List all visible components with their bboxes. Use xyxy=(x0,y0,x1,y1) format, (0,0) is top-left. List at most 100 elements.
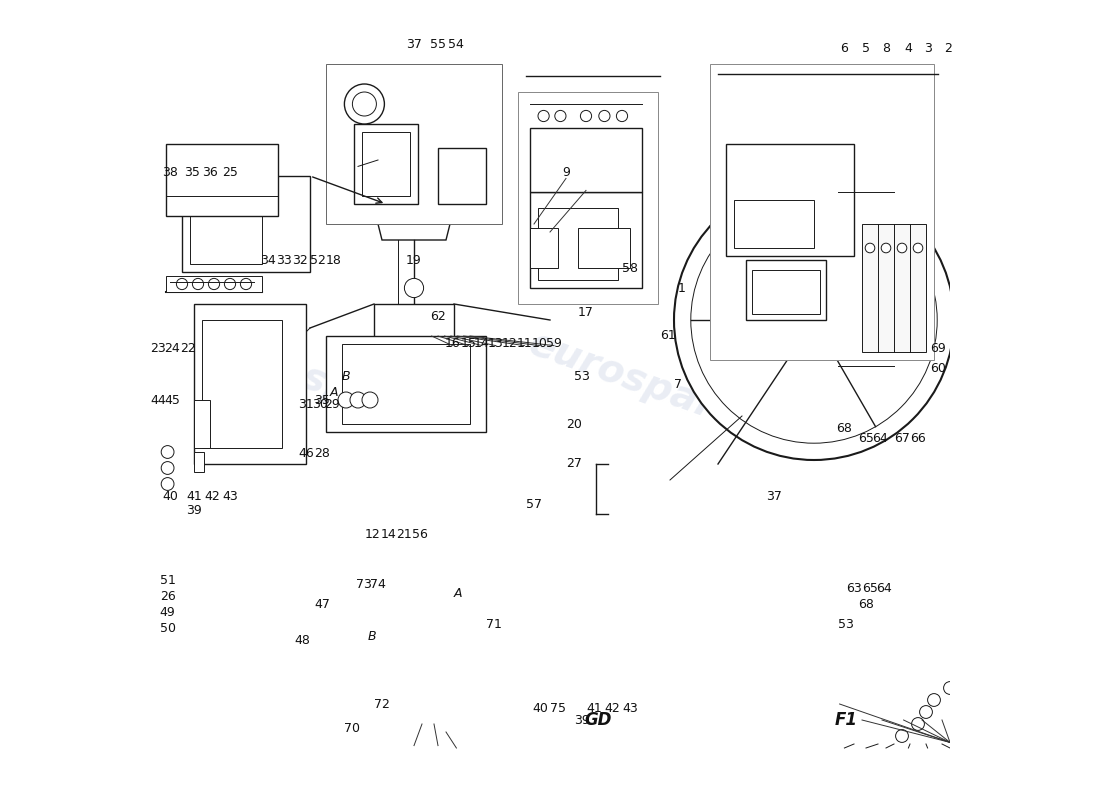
Circle shape xyxy=(162,478,174,490)
Circle shape xyxy=(338,392,354,408)
Circle shape xyxy=(405,342,424,362)
Text: 65: 65 xyxy=(858,432,873,445)
Circle shape xyxy=(350,392,366,408)
Circle shape xyxy=(913,243,923,253)
Text: 64: 64 xyxy=(877,582,892,594)
Text: 51: 51 xyxy=(160,574,176,586)
Bar xyxy=(342,344,470,424)
Bar xyxy=(326,64,502,224)
Text: 66: 66 xyxy=(910,432,926,445)
Text: 43: 43 xyxy=(222,490,238,502)
Text: 49: 49 xyxy=(160,606,176,618)
Text: 8: 8 xyxy=(882,42,890,54)
Circle shape xyxy=(691,197,937,443)
Bar xyxy=(194,452,204,472)
Bar xyxy=(166,144,278,216)
Text: 67: 67 xyxy=(894,432,910,445)
Text: 68: 68 xyxy=(858,598,873,610)
Bar xyxy=(751,270,821,314)
Text: A: A xyxy=(453,587,462,600)
Bar xyxy=(326,336,486,432)
Text: 6: 6 xyxy=(840,42,848,54)
Text: 64: 64 xyxy=(871,432,888,445)
Bar xyxy=(518,92,658,304)
Text: 34: 34 xyxy=(261,254,276,266)
Circle shape xyxy=(881,243,891,253)
Circle shape xyxy=(581,110,592,122)
Text: 71: 71 xyxy=(486,618,502,630)
Text: 44: 44 xyxy=(150,394,166,406)
Text: 37: 37 xyxy=(766,490,782,502)
Circle shape xyxy=(898,243,906,253)
Text: 54: 54 xyxy=(449,38,464,50)
Circle shape xyxy=(912,718,924,730)
Text: 32: 32 xyxy=(293,254,308,266)
Text: 30: 30 xyxy=(311,398,328,410)
Text: B: B xyxy=(342,370,350,382)
Text: 16: 16 xyxy=(444,338,460,350)
Circle shape xyxy=(162,446,174,458)
Text: 74: 74 xyxy=(370,578,386,590)
Text: 75: 75 xyxy=(550,702,566,714)
Text: 39: 39 xyxy=(574,714,590,726)
Text: 33: 33 xyxy=(276,254,293,266)
Text: 31: 31 xyxy=(298,398,314,410)
Text: 59: 59 xyxy=(546,338,562,350)
Text: 7: 7 xyxy=(674,378,682,390)
Text: 73: 73 xyxy=(356,578,372,590)
Circle shape xyxy=(538,110,549,122)
Text: 12: 12 xyxy=(502,338,518,350)
Bar xyxy=(354,124,418,204)
Text: 41: 41 xyxy=(586,702,602,714)
Circle shape xyxy=(674,180,954,460)
Text: 46: 46 xyxy=(298,447,314,460)
Text: 5: 5 xyxy=(862,42,870,54)
Text: 26: 26 xyxy=(160,590,176,602)
Bar xyxy=(734,200,814,248)
Bar xyxy=(530,128,642,192)
Text: 12: 12 xyxy=(364,528,381,541)
Text: A: A xyxy=(330,386,339,398)
Bar xyxy=(190,192,262,264)
Text: 24: 24 xyxy=(165,342,180,354)
Text: 15: 15 xyxy=(461,338,476,350)
Bar xyxy=(374,304,454,368)
Circle shape xyxy=(362,392,378,408)
Text: F1: F1 xyxy=(835,711,858,729)
Circle shape xyxy=(789,295,839,346)
Text: 10: 10 xyxy=(531,338,548,350)
Text: 60: 60 xyxy=(931,362,946,374)
Circle shape xyxy=(895,730,909,742)
Circle shape xyxy=(224,278,235,290)
Circle shape xyxy=(162,462,174,474)
Bar xyxy=(726,144,854,256)
Circle shape xyxy=(927,694,940,706)
Bar xyxy=(530,192,642,288)
Text: 53: 53 xyxy=(574,370,590,382)
Bar xyxy=(182,176,310,272)
Text: 28: 28 xyxy=(315,447,330,460)
Text: 45: 45 xyxy=(165,394,180,406)
Text: 41: 41 xyxy=(186,490,202,502)
Circle shape xyxy=(554,110,566,122)
Text: 55: 55 xyxy=(430,38,446,50)
Text: 48: 48 xyxy=(294,634,310,646)
Bar xyxy=(438,148,486,204)
Text: 40: 40 xyxy=(532,702,548,714)
Text: 50: 50 xyxy=(160,622,176,634)
Text: 35: 35 xyxy=(184,166,199,178)
Text: 3: 3 xyxy=(924,42,932,54)
Circle shape xyxy=(241,278,252,290)
Circle shape xyxy=(598,110,611,122)
Bar xyxy=(194,400,210,448)
Bar xyxy=(166,276,262,292)
Text: 53: 53 xyxy=(838,618,854,630)
Text: 69: 69 xyxy=(931,342,946,354)
Text: 25: 25 xyxy=(222,166,238,178)
Bar xyxy=(194,304,306,464)
Circle shape xyxy=(616,110,628,122)
Bar xyxy=(710,64,934,360)
Text: 29: 29 xyxy=(324,398,340,410)
Text: 38: 38 xyxy=(162,166,178,178)
Text: 65: 65 xyxy=(862,582,878,594)
